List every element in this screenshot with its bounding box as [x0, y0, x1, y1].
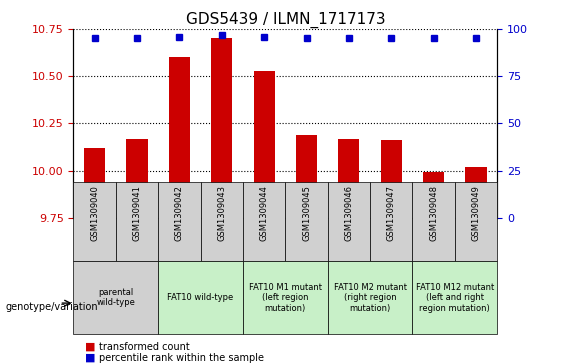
Title: GDS5439 / ILMN_1717173: GDS5439 / ILMN_1717173: [185, 12, 385, 28]
Bar: [169, 57, 190, 218]
FancyBboxPatch shape: [243, 182, 285, 261]
Bar: [466, 167, 486, 218]
Text: GSM1309046: GSM1309046: [345, 185, 353, 241]
FancyBboxPatch shape: [412, 261, 497, 334]
Text: percentile rank within the sample: percentile rank within the sample: [99, 352, 264, 363]
FancyBboxPatch shape: [243, 261, 328, 334]
Bar: [254, 70, 275, 218]
Text: genotype/variation: genotype/variation: [6, 302, 98, 312]
FancyBboxPatch shape: [73, 182, 116, 261]
Text: GSM1309041: GSM1309041: [133, 185, 141, 241]
FancyBboxPatch shape: [158, 261, 243, 334]
Bar: [84, 148, 105, 218]
Text: FAT10 wild-type: FAT10 wild-type: [167, 293, 234, 302]
FancyBboxPatch shape: [201, 182, 243, 261]
Text: FAT10 M2 mutant
(right region
mutation): FAT10 M2 mutant (right region mutation): [333, 283, 407, 313]
FancyBboxPatch shape: [370, 182, 412, 261]
Text: GSM1309045: GSM1309045: [302, 185, 311, 241]
Text: GSM1309047: GSM1309047: [387, 185, 396, 241]
FancyBboxPatch shape: [73, 261, 158, 334]
Bar: [296, 135, 317, 218]
Bar: [211, 38, 232, 218]
Text: GSM1309043: GSM1309043: [218, 185, 226, 241]
Text: GSM1309044: GSM1309044: [260, 185, 268, 241]
FancyBboxPatch shape: [328, 182, 370, 261]
Text: transformed count: transformed count: [99, 342, 190, 352]
Text: ■: ■: [85, 352, 95, 363]
Bar: [423, 172, 444, 218]
Bar: [381, 140, 402, 218]
Bar: [338, 139, 359, 218]
Text: GSM1309042: GSM1309042: [175, 185, 184, 241]
Text: GSM1309049: GSM1309049: [472, 185, 480, 241]
FancyBboxPatch shape: [285, 182, 328, 261]
Bar: [127, 139, 147, 218]
FancyBboxPatch shape: [158, 182, 201, 261]
FancyBboxPatch shape: [412, 182, 455, 261]
Text: ■: ■: [85, 342, 95, 352]
Text: parental
wild-type: parental wild-type: [97, 288, 135, 307]
Text: FAT10 M1 mutant
(left region
mutation): FAT10 M1 mutant (left region mutation): [249, 283, 322, 313]
Text: GSM1309040: GSM1309040: [90, 185, 99, 241]
FancyBboxPatch shape: [328, 261, 412, 334]
Text: FAT10 M12 mutant
(left and right
region mutation): FAT10 M12 mutant (left and right region …: [416, 283, 494, 313]
FancyBboxPatch shape: [455, 182, 497, 261]
FancyBboxPatch shape: [116, 182, 158, 261]
Text: GSM1309048: GSM1309048: [429, 185, 438, 241]
